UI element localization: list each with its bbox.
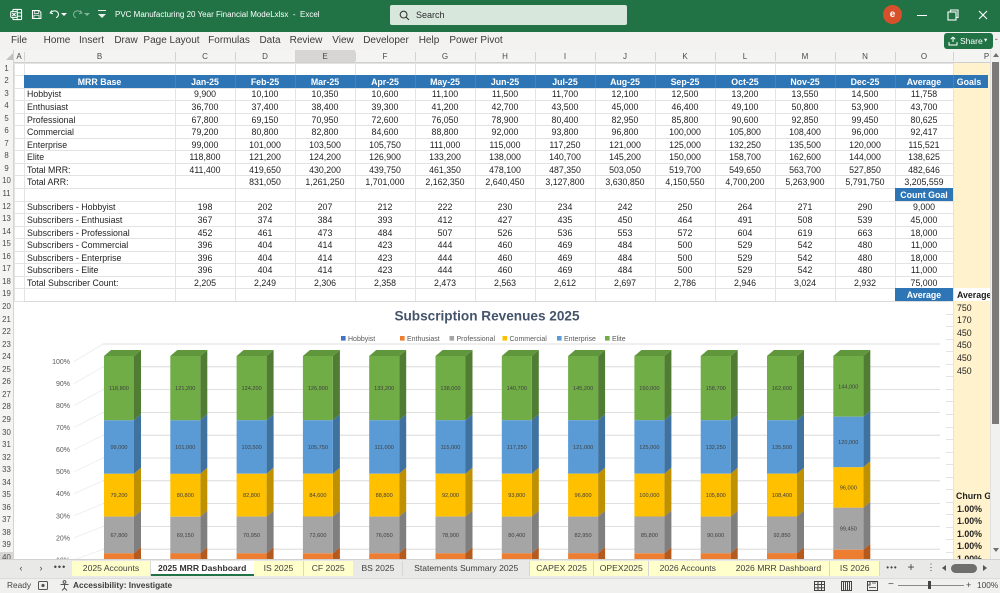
svg-text:Hobbyist: Hobbyist <box>348 336 375 343</box>
svg-text:125,000: 125,000 <box>639 445 659 451</box>
svg-text:67,800: 67,800 <box>110 533 127 539</box>
svg-text:118,800: 118,800 <box>109 386 129 392</box>
svg-text:50%: 50% <box>56 469 70 476</box>
svg-text:93,800: 93,800 <box>508 493 525 499</box>
svg-text:117,250: 117,250 <box>507 445 527 451</box>
svg-text:99,450: 99,450 <box>840 527 857 533</box>
svg-text:115,000: 115,000 <box>441 445 461 451</box>
svg-text:144,000: 144,000 <box>838 384 858 390</box>
svg-text:92,850: 92,850 <box>773 533 790 539</box>
svg-text:Professional: Professional <box>457 336 496 343</box>
svg-text:121,000: 121,000 <box>573 445 593 451</box>
svg-text:145,200: 145,200 <box>573 386 593 392</box>
svg-text:150,000: 150,000 <box>639 386 659 392</box>
svg-text:100%: 100% <box>52 359 70 366</box>
svg-text:20%: 20% <box>56 535 70 542</box>
svg-text:162,600: 162,600 <box>772 386 792 392</box>
svg-text:108,400: 108,400 <box>772 493 792 499</box>
svg-text:105,800: 105,800 <box>706 493 726 499</box>
svg-text:79,200: 79,200 <box>110 493 127 499</box>
svg-text:96,800: 96,800 <box>575 493 592 499</box>
svg-text:140,700: 140,700 <box>507 386 527 392</box>
svg-text:138,000: 138,000 <box>440 386 460 392</box>
svg-text:30%: 30% <box>56 513 70 520</box>
svg-text:70%: 70% <box>56 425 70 432</box>
svg-text:Enterprise: Enterprise <box>564 336 596 343</box>
svg-text:90,600: 90,600 <box>707 533 724 539</box>
svg-text:100,000: 100,000 <box>639 493 659 499</box>
svg-text:92,000: 92,000 <box>442 493 459 499</box>
svg-text:111,000: 111,000 <box>375 445 394 451</box>
svg-text:60%: 60% <box>56 447 70 454</box>
svg-text:90%: 90% <box>56 381 70 388</box>
svg-text:103,500: 103,500 <box>241 445 261 451</box>
svg-text:10%: 10% <box>56 557 70 559</box>
svg-text:40%: 40% <box>56 491 70 498</box>
svg-text:85,800: 85,800 <box>641 533 658 539</box>
svg-text:Elite: Elite <box>612 336 626 343</box>
svg-text:80%: 80% <box>56 403 70 410</box>
svg-text:96,000: 96,000 <box>840 486 857 492</box>
svg-text:76,050: 76,050 <box>376 533 393 539</box>
svg-text:101,000: 101,000 <box>175 445 195 451</box>
svg-text:124,200: 124,200 <box>241 386 261 392</box>
svg-text:88,800: 88,800 <box>376 493 393 499</box>
svg-text:121,200: 121,200 <box>175 386 195 392</box>
svg-text:72,600: 72,600 <box>309 533 326 539</box>
svg-text:105,750: 105,750 <box>308 445 328 451</box>
svg-text:135,500: 135,500 <box>772 445 792 451</box>
svg-text:99,000: 99,000 <box>110 445 127 451</box>
svg-text:133,200: 133,200 <box>374 386 394 392</box>
svg-text:82,950: 82,950 <box>575 533 592 539</box>
svg-text:120,000: 120,000 <box>838 440 858 446</box>
svg-text:80,800: 80,800 <box>177 493 194 499</box>
svg-text:Enthusiast: Enthusiast <box>407 336 440 343</box>
svg-text:132,250: 132,250 <box>706 445 726 451</box>
svg-text:126,900: 126,900 <box>308 386 328 392</box>
svg-text:69,150: 69,150 <box>177 533 194 539</box>
svg-text:Commercial: Commercial <box>510 336 548 343</box>
svg-text:82,800: 82,800 <box>243 493 260 499</box>
svg-text:84,600: 84,600 <box>309 493 326 499</box>
svg-text:Subscription Revenues 2025: Subscription Revenues 2025 <box>394 309 580 324</box>
svg-text:80,400: 80,400 <box>508 533 525 539</box>
svg-text:158,700: 158,700 <box>706 386 726 392</box>
svg-text:70,950: 70,950 <box>243 533 260 539</box>
svg-text:78,900: 78,900 <box>442 533 459 539</box>
